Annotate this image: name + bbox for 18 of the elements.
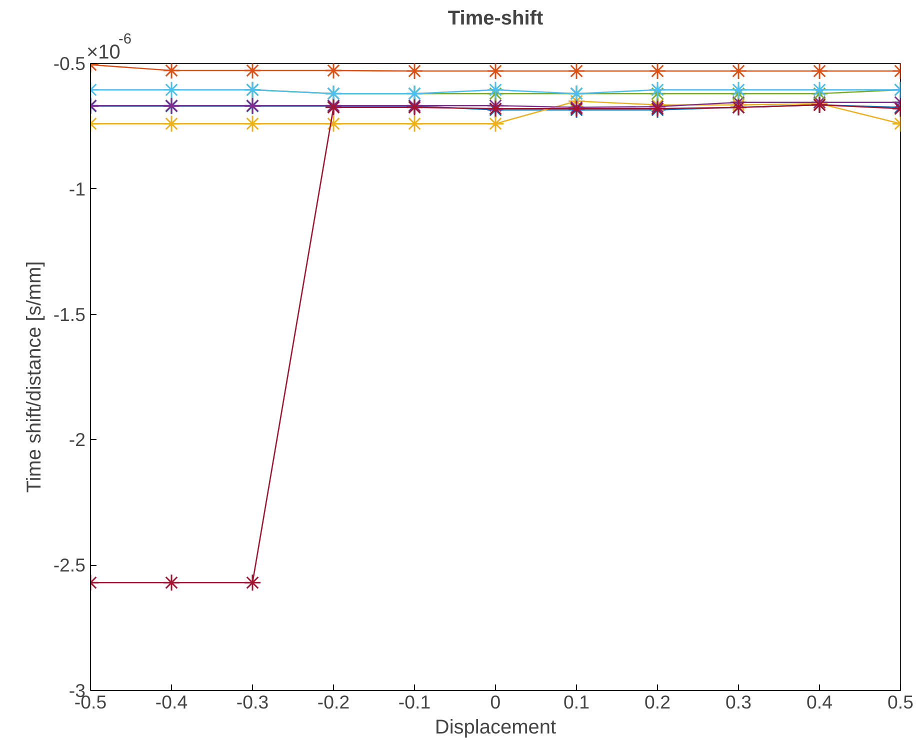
y-tick-label: -2	[68, 429, 86, 450]
y-tick-label: -2.5	[53, 554, 86, 576]
x-tick-label: -0.1	[398, 692, 431, 712]
x-tick-label: 0.5	[888, 692, 914, 712]
x-axis-title: Displacement	[434, 716, 557, 738]
x-tick-label: 0	[490, 692, 501, 712]
x-tick-label: -0.2	[317, 692, 350, 712]
y-axis-title: Time shift/distance [s/mm]	[23, 261, 46, 493]
x-tick-label: 0.4	[806, 692, 832, 712]
x-tick-label: -0.4	[155, 692, 188, 712]
y-tick-label: -0.5	[53, 53, 86, 74]
x-tick-label: 0.2	[644, 692, 670, 712]
x-tick-label: 0.3	[726, 692, 752, 712]
chart-title: Time-shift	[448, 8, 544, 30]
x-tick-label: 0.1	[564, 692, 590, 712]
y-tick-label: -1.5	[53, 304, 86, 325]
x-tick-label: -0.3	[236, 692, 269, 712]
y-tick-label: -1	[68, 178, 86, 200]
